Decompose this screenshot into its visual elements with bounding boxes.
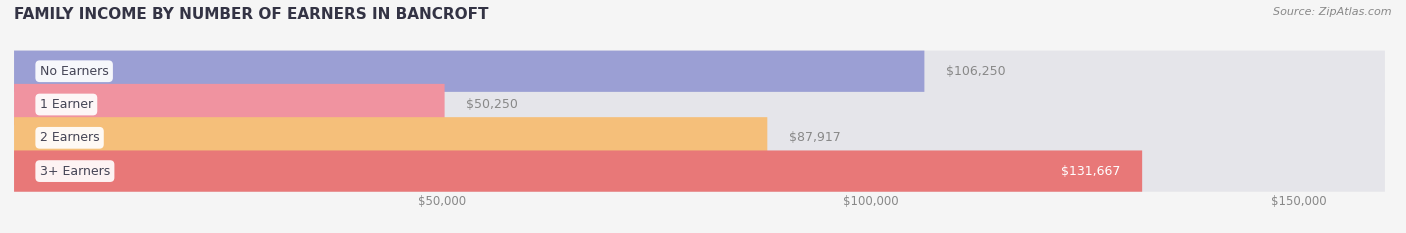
Text: 2 Earners: 2 Earners [39, 131, 100, 144]
Text: FAMILY INCOME BY NUMBER OF EARNERS IN BANCROFT: FAMILY INCOME BY NUMBER OF EARNERS IN BA… [14, 7, 488, 22]
Text: Source: ZipAtlas.com: Source: ZipAtlas.com [1274, 7, 1392, 17]
Text: 1 Earner: 1 Earner [39, 98, 93, 111]
FancyBboxPatch shape [14, 151, 1142, 192]
FancyBboxPatch shape [14, 117, 1385, 158]
Text: $131,667: $131,667 [1062, 164, 1121, 178]
Text: $50,250: $50,250 [465, 98, 517, 111]
FancyBboxPatch shape [14, 117, 768, 158]
FancyBboxPatch shape [14, 51, 1385, 92]
Text: $106,250: $106,250 [946, 65, 1005, 78]
FancyBboxPatch shape [14, 84, 1385, 125]
Text: 3+ Earners: 3+ Earners [39, 164, 110, 178]
FancyBboxPatch shape [14, 51, 924, 92]
Text: $87,917: $87,917 [789, 131, 841, 144]
FancyBboxPatch shape [14, 151, 1385, 192]
FancyBboxPatch shape [14, 84, 444, 125]
Text: No Earners: No Earners [39, 65, 108, 78]
